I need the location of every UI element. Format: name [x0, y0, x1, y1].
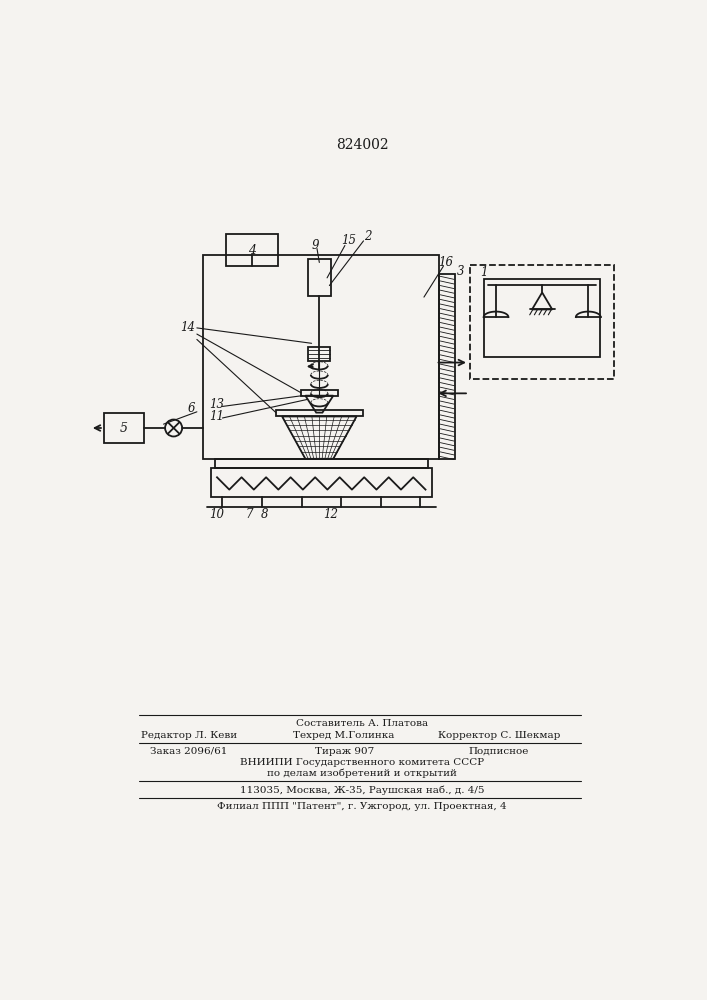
Text: Тираж 907: Тираж 907: [315, 747, 374, 756]
Bar: [104, 413, 144, 443]
Text: ВНИИПИ Государственного комитета СССР: ВНИИПИ Государственного комитета СССР: [240, 758, 484, 767]
Bar: [484, 279, 600, 357]
Text: по делам изобретений и открытий: по делам изобретений и открытий: [267, 769, 457, 778]
Text: 14: 14: [180, 321, 195, 334]
Text: Филиал ППП "Патент", г. Ужгород, ул. Проектная, 4: Филиал ППП "Патент", г. Ужгород, ул. Про…: [217, 802, 507, 811]
Text: 824002: 824002: [336, 138, 388, 152]
Text: 1: 1: [480, 266, 487, 279]
Text: 6: 6: [188, 402, 195, 415]
Text: Корректор С. Шекмар: Корректор С. Шекмар: [438, 731, 561, 740]
Bar: [276, 410, 363, 416]
Text: Заказ 2096/61: Заказ 2096/61: [151, 747, 228, 756]
Text: 2: 2: [363, 230, 371, 243]
Bar: [215, 459, 428, 468]
Text: 4: 4: [248, 244, 256, 257]
Text: 3: 3: [457, 265, 464, 278]
Text: Составитель А. Платова: Составитель А. Платова: [296, 719, 428, 728]
Bar: [203, 255, 440, 459]
Text: Техред М.Голинка: Техред М.Голинка: [293, 731, 395, 740]
Bar: [226, 234, 279, 266]
Text: 15: 15: [341, 234, 356, 247]
Bar: [308, 347, 330, 361]
Text: 7: 7: [246, 508, 253, 521]
Text: 13: 13: [209, 398, 224, 411]
Bar: [211, 468, 432, 497]
Text: Редактор Л. Кеви: Редактор Л. Кеви: [141, 731, 237, 740]
Text: 5: 5: [120, 422, 128, 434]
Text: 12: 12: [323, 508, 339, 521]
Text: Подписное: Подписное: [469, 747, 530, 756]
Text: 8: 8: [262, 508, 269, 521]
Bar: [440, 274, 455, 459]
Text: 16: 16: [438, 256, 453, 269]
Text: 11: 11: [209, 410, 224, 423]
Bar: [308, 259, 331, 296]
Text: 9: 9: [312, 239, 319, 252]
Text: 10: 10: [209, 508, 225, 521]
Bar: [470, 265, 614, 379]
Bar: [300, 390, 338, 396]
Text: 113035, Москва, Ж-35, Раушская наб., д. 4/5: 113035, Москва, Ж-35, Раушская наб., д. …: [240, 785, 484, 795]
